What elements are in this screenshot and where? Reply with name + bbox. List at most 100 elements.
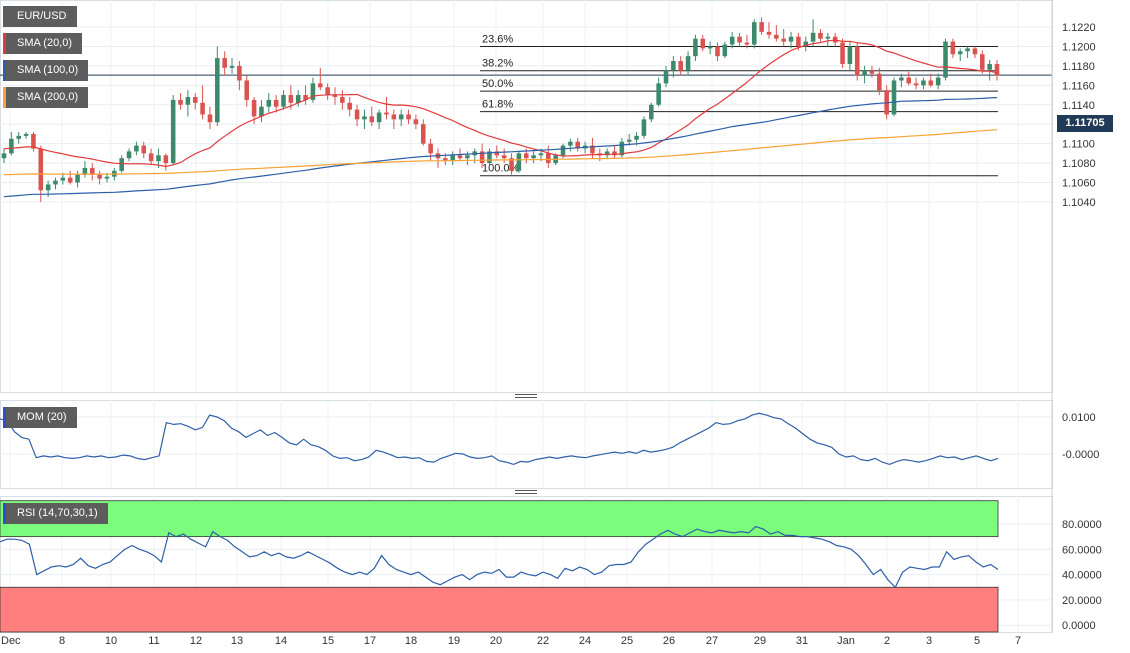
x-tick-label: 24 <box>579 635 591 647</box>
fib-label: 23.6% <box>482 33 513 45</box>
candle-body <box>891 80 897 115</box>
candle-body <box>877 73 882 91</box>
candle-body <box>134 145 139 152</box>
legend-swatch <box>3 6 6 27</box>
y-tick-label: 1.1080 <box>1062 158 1096 170</box>
candle-body <box>16 135 21 139</box>
candle-body <box>222 58 227 68</box>
current-price-tag: 1.11705 <box>1057 115 1113 132</box>
candle-body <box>38 148 44 191</box>
candle-body <box>479 151 485 164</box>
candle-body <box>9 138 14 154</box>
candle-body <box>707 46 713 49</box>
candle-body <box>303 95 308 100</box>
candle-body <box>325 87 330 96</box>
candle-body <box>207 114 213 123</box>
candle-body <box>796 36 801 47</box>
candle-body <box>825 36 831 39</box>
candle-body <box>685 56 691 71</box>
candle-body <box>178 99 183 105</box>
legend-rsi[interactable]: RSI (14,70,30,1) <box>3 503 108 524</box>
candle-body <box>237 65 242 81</box>
fib-label: 61.8% <box>482 99 513 111</box>
candle-body <box>281 95 286 107</box>
x-tick-label: 17 <box>364 635 376 647</box>
rsi-line <box>0 525 999 589</box>
candle-body <box>729 36 735 45</box>
candle-body <box>626 139 632 142</box>
candle-body <box>148 153 154 162</box>
y-tick-label: 1.1040 <box>1062 197 1096 209</box>
candle-body <box>965 48 970 52</box>
candle-body <box>126 151 132 159</box>
candle-body <box>722 44 728 57</box>
candle-body <box>192 96 198 103</box>
candle-body <box>67 177 73 183</box>
candle-body <box>362 116 367 120</box>
candle-body <box>656 83 661 105</box>
candle-body <box>465 155 470 159</box>
x-tick-label: 5 <box>974 635 980 647</box>
candle-body <box>766 31 772 35</box>
legend-mom[interactable]: MOM (20) <box>3 407 77 428</box>
candle-body <box>347 102 352 110</box>
x-tick-label: 18 <box>405 635 417 647</box>
candle-body <box>818 32 823 39</box>
candle-body <box>89 167 95 175</box>
candle-body <box>60 177 66 181</box>
x-tick-label: 2 <box>884 635 890 647</box>
candle-body <box>457 155 463 159</box>
candle-body <box>715 46 720 57</box>
candle-body <box>494 151 500 156</box>
candle-body <box>1 153 7 159</box>
candle-body <box>744 42 750 45</box>
candle-body <box>119 158 124 171</box>
legend-swatch <box>3 33 6 54</box>
candle-body <box>310 83 316 100</box>
candle-body <box>53 180 58 185</box>
candle-body <box>612 151 617 156</box>
x-tick-label: 8 <box>59 635 65 647</box>
legend-mom-label: MOM (20) <box>17 411 67 423</box>
candle-body <box>803 41 809 47</box>
candle-body <box>678 61 683 71</box>
candle-body <box>649 104 654 120</box>
candle-body <box>663 70 669 84</box>
legend-symbol-label: EUR/USD <box>17 10 67 22</box>
y-tick-label: 20.0000 <box>1062 595 1102 607</box>
candle-body <box>987 63 992 70</box>
candle-body <box>229 65 235 68</box>
x-tick-label: 31 <box>796 635 808 647</box>
x-tick-label: 25 <box>621 635 633 647</box>
candle-body <box>604 151 610 156</box>
rsi-bands <box>0 500 999 633</box>
legend-sma20[interactable]: SMA (20,0) <box>3 33 83 54</box>
candle-body <box>921 80 926 86</box>
y-tick-label: 1.1220 <box>1062 22 1096 34</box>
candle-body <box>847 46 853 64</box>
candle-body <box>376 112 382 123</box>
candle-body <box>23 133 29 136</box>
candle-body <box>443 158 448 162</box>
x-tick-label: 14 <box>275 635 287 647</box>
fib-label: 50.0% <box>482 78 513 90</box>
legend-swatch <box>3 87 6 108</box>
candle-body <box>523 153 529 159</box>
legend-symbol[interactable]: EUR/USD <box>3 6 77 27</box>
rsi-overbought-band <box>0 500 999 538</box>
candles <box>1 17 1000 202</box>
candle-body <box>737 36 742 43</box>
legend-sma200[interactable]: SMA (200,0) <box>3 87 89 108</box>
candle-body <box>538 153 544 156</box>
legend-sma100-label: SMA (100,0) <box>17 64 79 76</box>
panel-dividers[interactable] <box>515 394 537 494</box>
y-tick-label: 1.1060 <box>1062 178 1096 190</box>
candle-body <box>251 99 257 117</box>
fibonacci-levels: 23.6% 38.2% 50.0% 61.8% 100.0% <box>0 33 1052 177</box>
y-tick-label: 60.0000 <box>1062 544 1102 556</box>
candle-body <box>774 34 779 39</box>
sma100-line <box>3 97 998 198</box>
legend-sma100[interactable]: SMA (100,0) <box>3 60 89 81</box>
candle-body <box>759 22 764 32</box>
y-tick-label: 1.1180 <box>1062 61 1095 73</box>
